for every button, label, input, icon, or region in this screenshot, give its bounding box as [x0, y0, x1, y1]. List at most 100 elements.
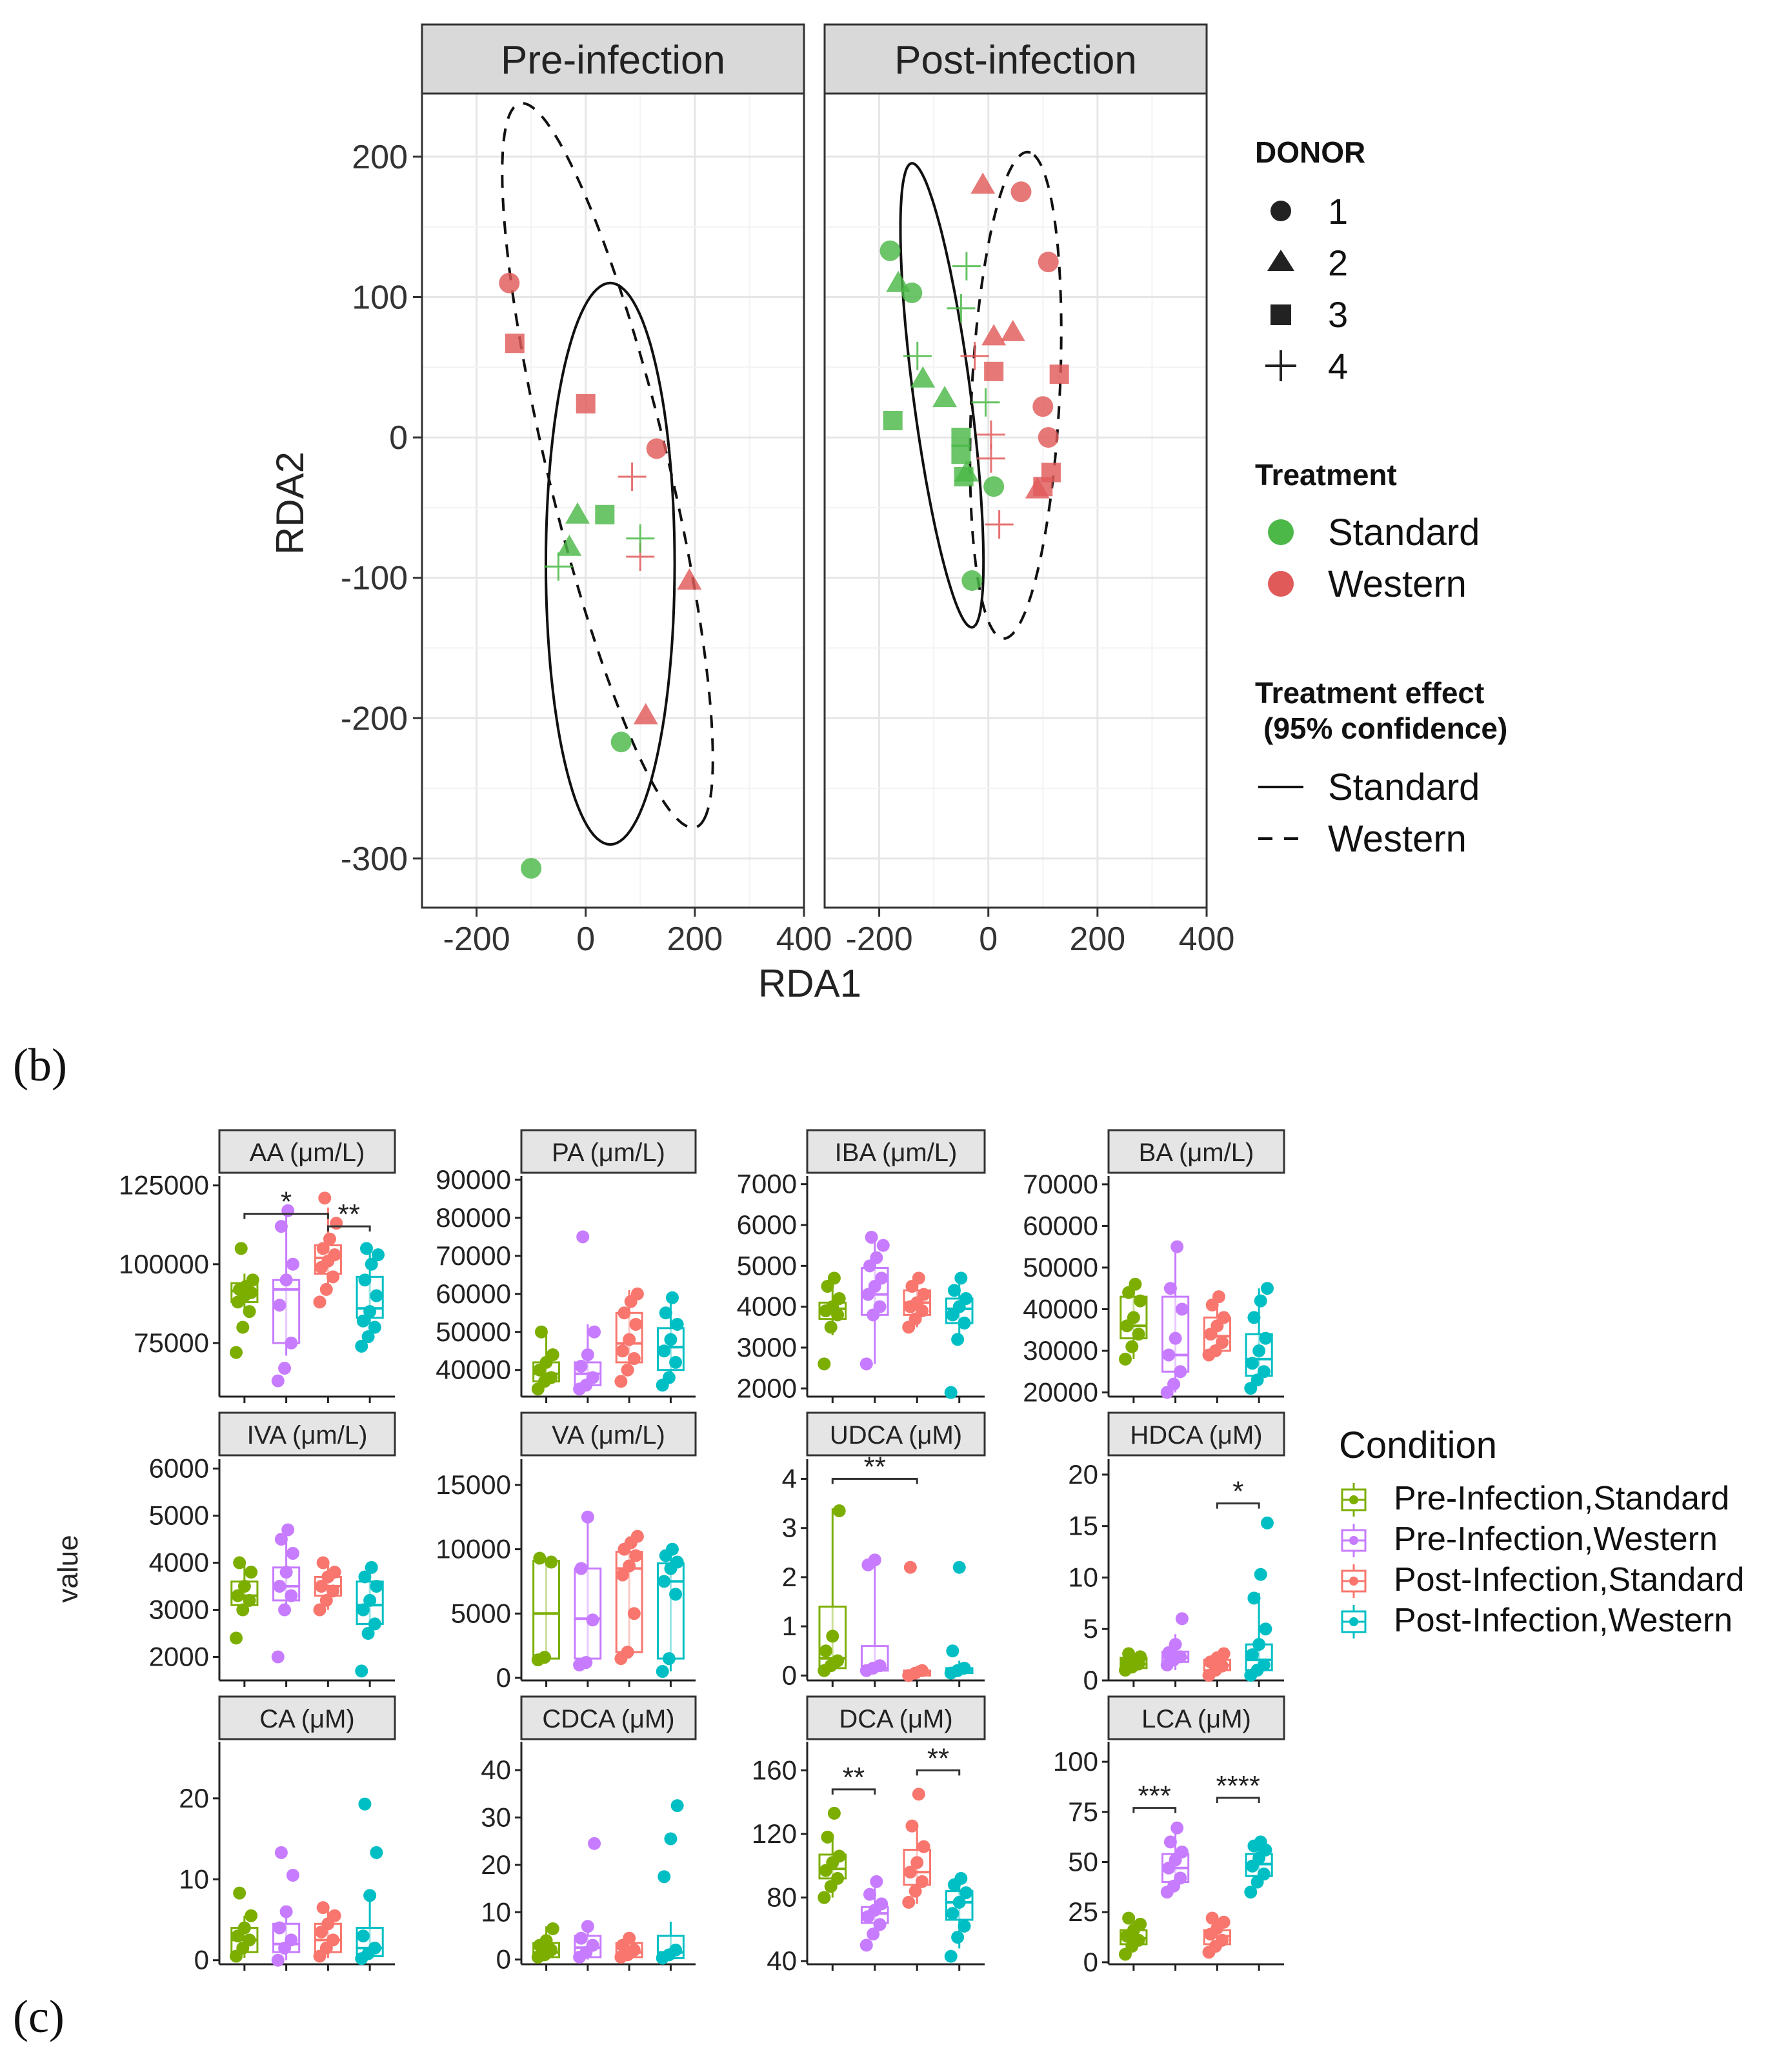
box-data-point [1134, 1650, 1147, 1664]
data-point-donor-1 [610, 732, 632, 753]
data-point-donor-1 [1038, 427, 1059, 448]
box-data-point [670, 1555, 684, 1569]
box-data-point [233, 1556, 246, 1569]
box-data-point [1257, 1659, 1271, 1672]
box-data-point [951, 1931, 965, 1944]
facet-strip [421, 23, 805, 95]
rda-x-axis-label: RDA1 [758, 962, 861, 1005]
box-data-point [271, 1374, 285, 1388]
y-tick-label: 15 [1068, 1511, 1098, 1541]
box-data-point [826, 1629, 839, 1643]
box-data-point [356, 1929, 370, 1943]
y-tick-label: 0 [496, 1944, 511, 1975]
donor-2-label: 2 [1328, 243, 1348, 283]
box-data-point [1247, 1591, 1261, 1605]
box-data-point [286, 1869, 299, 1882]
treatment-standard-label: Standard [1328, 512, 1480, 553]
effect-western-label: Western [1328, 818, 1467, 860]
box-data-point [627, 1943, 641, 1957]
box-data-point [1217, 1915, 1231, 1929]
box-data-point [574, 1562, 588, 1575]
box-data-point [1254, 1835, 1267, 1849]
boxplot-y-axis-label: value [52, 1535, 84, 1602]
y-tick-label: 70000 [1023, 1169, 1098, 1199]
rda-plot: RDA1 RDA2 DONOR 1 2 3 4 Treatment Standa… [268, 23, 1507, 1005]
box-data-point [274, 1220, 288, 1233]
box-data-point [954, 1871, 968, 1885]
box-data-point [1167, 1377, 1181, 1391]
box-data-point [1217, 1311, 1231, 1324]
box-data-point [286, 1257, 299, 1271]
y-tick-label: 2000 [149, 1642, 209, 1672]
box-data-point [630, 1529, 644, 1543]
data-point-donor-3 [576, 393, 596, 413]
condition-4-dot-icon [1349, 1617, 1358, 1626]
significance-bracket [1132, 1807, 1177, 1813]
box-data-point [246, 1273, 259, 1287]
y-tick-label: 60000 [436, 1279, 511, 1309]
box-iqr [574, 1568, 602, 1660]
y-tick-label: 10000 [436, 1534, 511, 1564]
panel-strip [218, 1695, 396, 1740]
data-point-donor-2 [932, 386, 958, 408]
data-point-donor-1 [1032, 396, 1054, 417]
treatment-western-label: Western [1328, 563, 1467, 605]
box-data-point [818, 1891, 831, 1904]
y-tick-label: 10 [1068, 1562, 1098, 1592]
panel-label-b: (b) [13, 1039, 67, 1091]
boxplot-grid: value Condition Pre-Infection,Standard P… [52, 1129, 1744, 1977]
panel-title: AA (μm/L) [250, 1139, 365, 1167]
y-tick-label: 50000 [1023, 1252, 1098, 1282]
facet-strip [823, 23, 1208, 95]
data-point-donor-3 [951, 444, 971, 464]
box-data-point [1245, 1357, 1259, 1370]
box-data-point [868, 1553, 881, 1567]
y-tick-label: 3000 [149, 1595, 209, 1625]
box-data-point [832, 1504, 846, 1518]
box-data-point [576, 1230, 590, 1244]
significance-bracket [326, 1225, 371, 1232]
y-tick-label: 125000 [119, 1170, 209, 1200]
y-tick-label: 1 [782, 1611, 797, 1641]
box-data-point [1169, 1638, 1182, 1651]
box-data-point [245, 1909, 258, 1922]
box-data-point [237, 1921, 251, 1935]
box-data-point [873, 1659, 887, 1673]
data-point-donor-3 [883, 410, 903, 430]
x-tick-label: 200 [667, 921, 723, 958]
panel-title: UDCA (μM) [830, 1421, 962, 1449]
box-data-point [358, 1273, 372, 1287]
box-data-point [534, 1325, 548, 1339]
y-tick-label: 10 [179, 1864, 209, 1894]
box-data-point [859, 1357, 873, 1371]
box-data-point [360, 1242, 374, 1255]
box-data-point [1175, 1612, 1189, 1626]
box-data-point [1170, 1240, 1184, 1253]
box-data-point [1175, 1845, 1189, 1858]
box-data-point [243, 1933, 256, 1947]
x-tick-label: 400 [1179, 921, 1235, 958]
y-tick-label: -100 [341, 560, 408, 597]
y-tick-label: 5 [1083, 1613, 1098, 1644]
box-data-point [285, 1933, 298, 1947]
y-tick-label: 50000 [436, 1317, 511, 1347]
box-data-point [664, 1333, 678, 1346]
box-data-point [627, 1607, 641, 1620]
box-data-point [539, 1934, 553, 1947]
panel-strip [218, 1411, 396, 1457]
box-data-point [285, 1336, 298, 1350]
y-tick-label: 0 [782, 1660, 797, 1690]
box-data-point [545, 1943, 558, 1957]
western-confidence-ellipse [501, 101, 714, 830]
box-data-point [1119, 1352, 1132, 1366]
box-data-point [1169, 1331, 1182, 1345]
panel-strip [1107, 1695, 1285, 1740]
treatment-legend-title: Treatment [1255, 458, 1397, 492]
box-data-point [903, 1560, 917, 1574]
box-data-point [947, 1284, 961, 1297]
significance-bracket [1216, 1797, 1260, 1804]
box-data-point [365, 1257, 378, 1271]
box-data-point [659, 1306, 672, 1320]
box-data-point [912, 1788, 925, 1801]
box-data-point [319, 1593, 333, 1607]
